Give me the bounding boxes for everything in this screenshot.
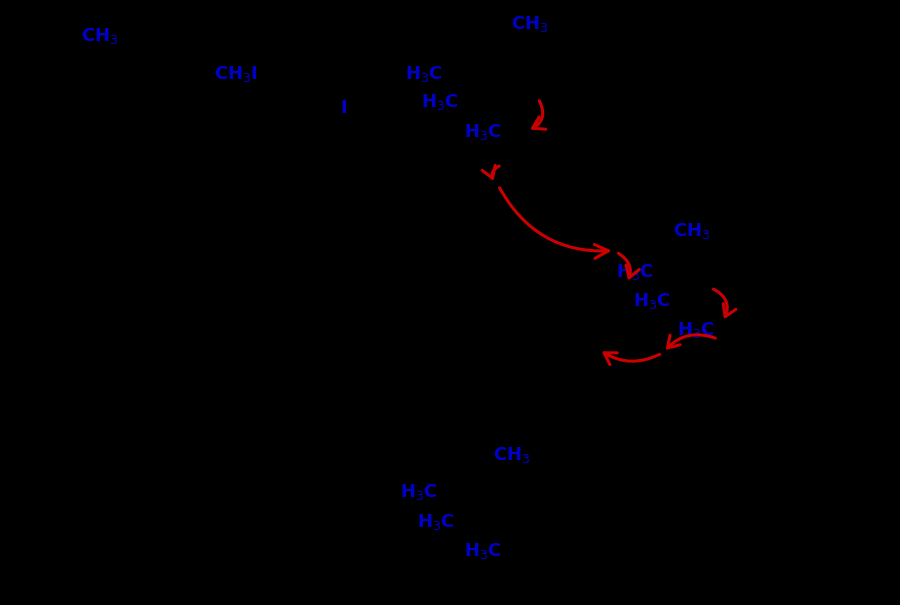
Text: I: I (340, 99, 346, 117)
FancyArrowPatch shape (604, 353, 660, 365)
FancyArrowPatch shape (618, 253, 639, 278)
Text: CH$_3$I: CH$_3$I (214, 64, 258, 84)
Text: CH$_3$: CH$_3$ (511, 14, 549, 34)
FancyArrowPatch shape (533, 100, 545, 129)
Text: H$_3$C: H$_3$C (616, 262, 654, 283)
FancyArrowPatch shape (500, 188, 608, 258)
Text: H$_3$C: H$_3$C (633, 291, 670, 312)
FancyArrowPatch shape (668, 335, 716, 348)
Text: H$_3$C: H$_3$C (464, 122, 501, 142)
Text: H$_3$C: H$_3$C (677, 319, 715, 340)
Text: H$_3$C: H$_3$C (400, 482, 438, 503)
Text: CH$_3$: CH$_3$ (493, 445, 531, 465)
Text: CH$_3$: CH$_3$ (673, 221, 711, 241)
Text: CH$_3$: CH$_3$ (81, 26, 119, 47)
Text: H$_3$C: H$_3$C (405, 64, 443, 84)
Text: H$_3$C: H$_3$C (464, 540, 501, 561)
Text: H$_3$C: H$_3$C (421, 91, 459, 112)
Text: H$_3$C: H$_3$C (417, 511, 454, 532)
FancyArrowPatch shape (482, 165, 500, 178)
FancyArrowPatch shape (714, 289, 736, 316)
